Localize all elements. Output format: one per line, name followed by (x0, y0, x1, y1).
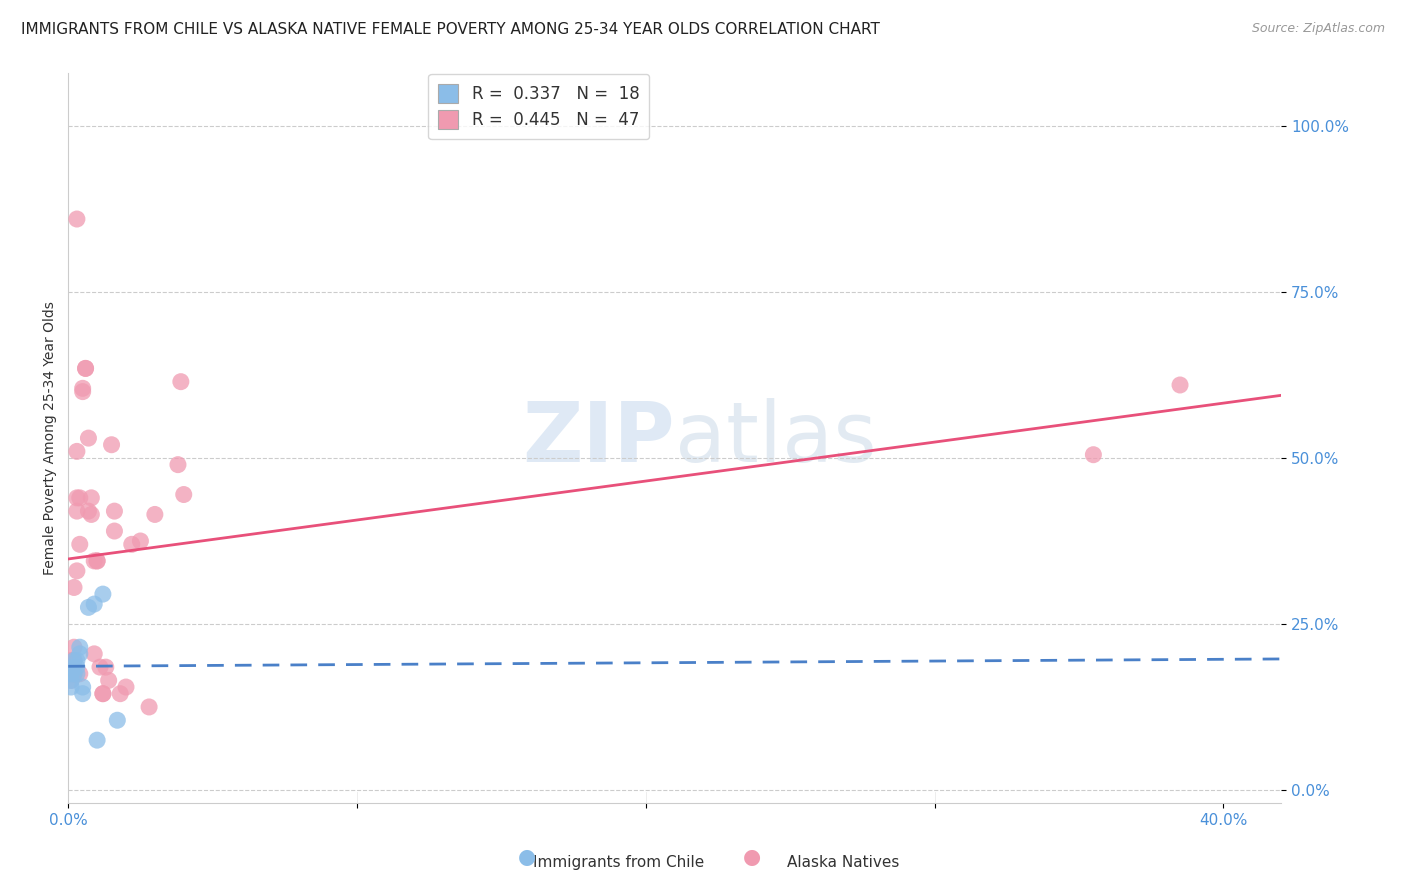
Point (167, 458, 190, 472)
Point (91, 687, 114, 701)
Text: Alaska Natives: Alaska Natives (787, 855, 900, 870)
Point (60, 680, 83, 694)
Point (77, 600, 100, 615)
Point (63, 653, 86, 667)
Point (69, 640, 91, 655)
Point (173, 487, 195, 501)
Point (115, 680, 138, 694)
Point (83, 597, 105, 611)
Point (66, 653, 89, 667)
Point (108, 687, 131, 701)
Point (94, 660, 117, 674)
Point (1168, 378, 1191, 392)
Point (66, 564, 89, 578)
Point (69, 491, 91, 505)
Y-axis label: Female Poverty Among 25-34 Year Olds: Female Poverty Among 25-34 Year Olds (44, 301, 58, 575)
Point (77, 431, 100, 445)
Text: Immigrants from Chile: Immigrants from Chile (533, 855, 704, 870)
Point (77, 504, 100, 518)
Text: IMMIGRANTS FROM CHILE VS ALASKA NATIVE FEMALE POVERTY AMONG 25-34 YEAR OLDS CORR: IMMIGRANTS FROM CHILE VS ALASKA NATIVE F… (21, 22, 880, 37)
Text: Source: ZipAtlas.com: Source: ZipAtlas.com (1251, 22, 1385, 36)
Text: ZIP: ZIP (522, 398, 675, 479)
Point (63, 660, 86, 674)
Point (72, 680, 94, 694)
Point (60, 653, 83, 667)
Point (69, 537, 91, 551)
Point (60, 666, 83, 681)
Point (69, 647, 91, 661)
Point (80, 491, 103, 505)
Point (170, 375, 193, 389)
Point (75, 361, 97, 376)
Point (72, 381, 94, 395)
Text: ●: ● (744, 847, 761, 867)
Point (60, 666, 83, 681)
Text: atlas: atlas (675, 398, 876, 479)
Point (66, 504, 89, 518)
Point (138, 700, 160, 714)
Point (89, 660, 111, 674)
Point (83, 647, 105, 661)
Point (121, 537, 143, 551)
Point (105, 713, 128, 727)
Point (69, 666, 91, 681)
Point (1083, 448, 1105, 462)
Point (60, 660, 83, 674)
Point (66, 660, 89, 674)
Point (91, 587, 114, 601)
Point (66, 444, 89, 458)
Point (66, 491, 89, 505)
Point (103, 504, 125, 518)
Point (129, 533, 152, 548)
Point (86, 554, 108, 568)
Point (91, 687, 114, 701)
Point (75, 361, 97, 376)
Point (63, 581, 86, 595)
Point (63, 666, 86, 681)
Point (60, 673, 83, 688)
Legend: R =  0.337   N =  18, R =  0.445   N =  47: R = 0.337 N = 18, R = 0.445 N = 47 (429, 74, 650, 139)
Point (100, 438, 122, 452)
Point (66, 212, 89, 227)
Point (83, 554, 105, 568)
Point (143, 508, 166, 522)
Point (66, 666, 89, 681)
Point (97, 673, 120, 688)
Point (63, 653, 86, 667)
Point (63, 640, 86, 655)
Point (72, 384, 94, 399)
Text: ●: ● (519, 847, 536, 867)
Point (80, 508, 103, 522)
Point (63, 666, 86, 681)
Point (103, 524, 125, 538)
Point (60, 673, 83, 688)
Point (72, 687, 94, 701)
Point (86, 554, 108, 568)
Point (86, 733, 108, 747)
